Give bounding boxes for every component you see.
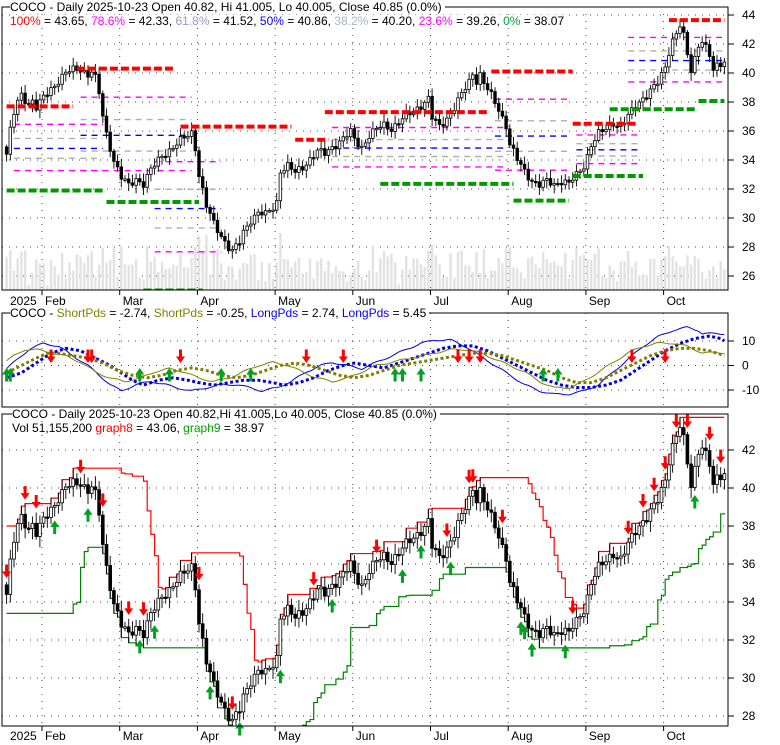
svg-text:40: 40: [742, 481, 756, 495]
fib-level-label: 50%: [259, 14, 284, 28]
trailing-stop-lines: [6, 416, 725, 726]
signals-y-axis: 42 40 38 36 34 32 30 28: [728, 443, 756, 723]
svg-text:36: 36: [742, 124, 756, 138]
svg-text:28: 28: [742, 709, 756, 723]
svg-text:May: May: [278, 729, 301, 743]
graph-label: graph8: [95, 421, 133, 435]
oscillator-series-label: ShortPds: [153, 306, 204, 320]
fib-level-value: = 42.33,: [125, 14, 176, 28]
oscillator-series-label: LongPds: [341, 306, 390, 320]
svg-text:42: 42: [742, 443, 756, 457]
svg-text:Oct: Oct: [667, 729, 686, 743]
svg-text:2025: 2025: [10, 729, 37, 743]
fib-levels-readout: 100% = 43.65, 78.6% = 42.33, 61.8% = 41.…: [10, 14, 568, 28]
svg-text:Apr: Apr: [200, 294, 219, 308]
fib-level-value: = 39.26,: [452, 14, 504, 28]
oscillator-series-label: ShortPds: [56, 306, 107, 320]
oscillator-panel-title: COCO - ShortPds = -2.74, ShortPds = -0.2…: [10, 306, 430, 320]
signals-panel-title: COCO - Daily 2025-10-23 Open 40.82,Hi 41…: [12, 408, 440, 421]
signals-grid: [2, 414, 728, 726]
svg-text:Feb: Feb: [45, 294, 66, 308]
oscillator-series-value: = -2.74,: [106, 306, 154, 320]
price-y-axis: 44 42 40 38 36 34 32 30 28 26: [728, 8, 756, 283]
oscillator-series-label: LongPds: [250, 306, 299, 320]
svg-text:34: 34: [742, 153, 756, 167]
svg-text:36: 36: [742, 557, 756, 571]
signals-panel-title-text: COCO - Daily 2025-10-23 Open 40.82,Hi 41…: [12, 407, 437, 421]
svg-text:30: 30: [742, 211, 756, 225]
oscillator-lines: [5, 326, 726, 396]
svg-text:34: 34: [742, 595, 756, 609]
oscillator-arrows: [2, 349, 670, 382]
svg-text:Oct: Oct: [667, 294, 686, 308]
oscillator-series-value: = 5.45: [389, 306, 427, 320]
fib-level-value: = 41.52,: [209, 14, 260, 28]
signal-arrows: [2, 414, 726, 736]
fib-level-label: 100%: [10, 14, 41, 28]
graph-value: = 38.97: [220, 421, 265, 435]
signals-candles: [4, 417, 727, 726]
oscillator-grid: [2, 313, 728, 407]
fib-level-label: 23.6%: [418, 14, 453, 28]
x-axis-upper: 2025 Feb Mar Apr May Jun Jul Aug Sep Oct: [10, 290, 686, 308]
svg-text:2025: 2025: [10, 294, 37, 308]
svg-text:-10: -10: [742, 383, 760, 397]
svg-text:38: 38: [742, 519, 756, 533]
svg-text:32: 32: [742, 633, 756, 647]
price-candles: [4, 19, 727, 259]
fib-level-value: = 38.07: [520, 14, 565, 28]
svg-text:Mar: Mar: [123, 294, 144, 308]
svg-text:Mar: Mar: [123, 729, 144, 743]
oscillator-symbol: COCO -: [10, 306, 57, 320]
svg-text:Jun: Jun: [356, 294, 375, 308]
price-panel-title: COCO - Daily 2025-10-23 Open 40.82, Hi 4…: [10, 1, 445, 14]
fib-level-label: 78.6%: [91, 14, 126, 28]
volume-value: Vol 51,155,200: [12, 421, 96, 435]
svg-text:28: 28: [742, 240, 756, 254]
svg-text:40: 40: [742, 66, 756, 80]
svg-text:30: 30: [742, 671, 756, 685]
svg-text:42: 42: [742, 37, 756, 51]
svg-text:32: 32: [742, 182, 756, 196]
svg-text:Jun: Jun: [356, 729, 375, 743]
fib-level-value: = 43.65,: [40, 14, 92, 28]
svg-text:Aug: Aug: [511, 729, 532, 743]
oscillator-series-value: = -0.25,: [203, 306, 251, 320]
svg-text:0: 0: [742, 359, 749, 373]
fib-level-label: 61.8%: [175, 14, 210, 28]
fib-level-label: 0%: [503, 14, 521, 28]
price-panel-title-text: COCO - Daily 2025-10-23 Open 40.82, Hi 4…: [10, 0, 442, 14]
svg-text:26: 26: [742, 269, 756, 283]
svg-text:Feb: Feb: [45, 729, 66, 743]
oscillator-y-axis: 10 0 -10: [728, 334, 760, 397]
svg-text:Aug: Aug: [511, 294, 532, 308]
svg-text:38: 38: [742, 95, 756, 109]
fib-level-value: = 40.86,: [283, 14, 335, 28]
svg-text:44: 44: [742, 8, 756, 22]
oscillator-series-value: = 2.74,: [298, 306, 342, 320]
svg-text:Jul: Jul: [434, 729, 449, 743]
svg-text:Jul: Jul: [434, 294, 449, 308]
svg-text:Sep: Sep: [589, 294, 611, 308]
svg-text:Apr: Apr: [200, 729, 219, 743]
fib-level-value: = 40.20,: [368, 14, 419, 28]
x-axis-lower: 2025 Feb Mar Apr May Jun Jul Aug Sep Oct: [10, 726, 686, 743]
volume-readout: Vol 51,155,200 graph8 = 43.06, graph9 = …: [12, 421, 268, 435]
volume-bars: [5, 232, 726, 290]
graph-value: = 43.06,: [132, 421, 184, 435]
fib-level-label: 38.2%: [334, 14, 369, 28]
svg-text:May: May: [278, 294, 301, 308]
svg-text:Sep: Sep: [589, 729, 611, 743]
graph-label: graph9: [183, 421, 221, 435]
fib-levels: [6, 18, 725, 291]
svg-text:10: 10: [742, 334, 756, 348]
